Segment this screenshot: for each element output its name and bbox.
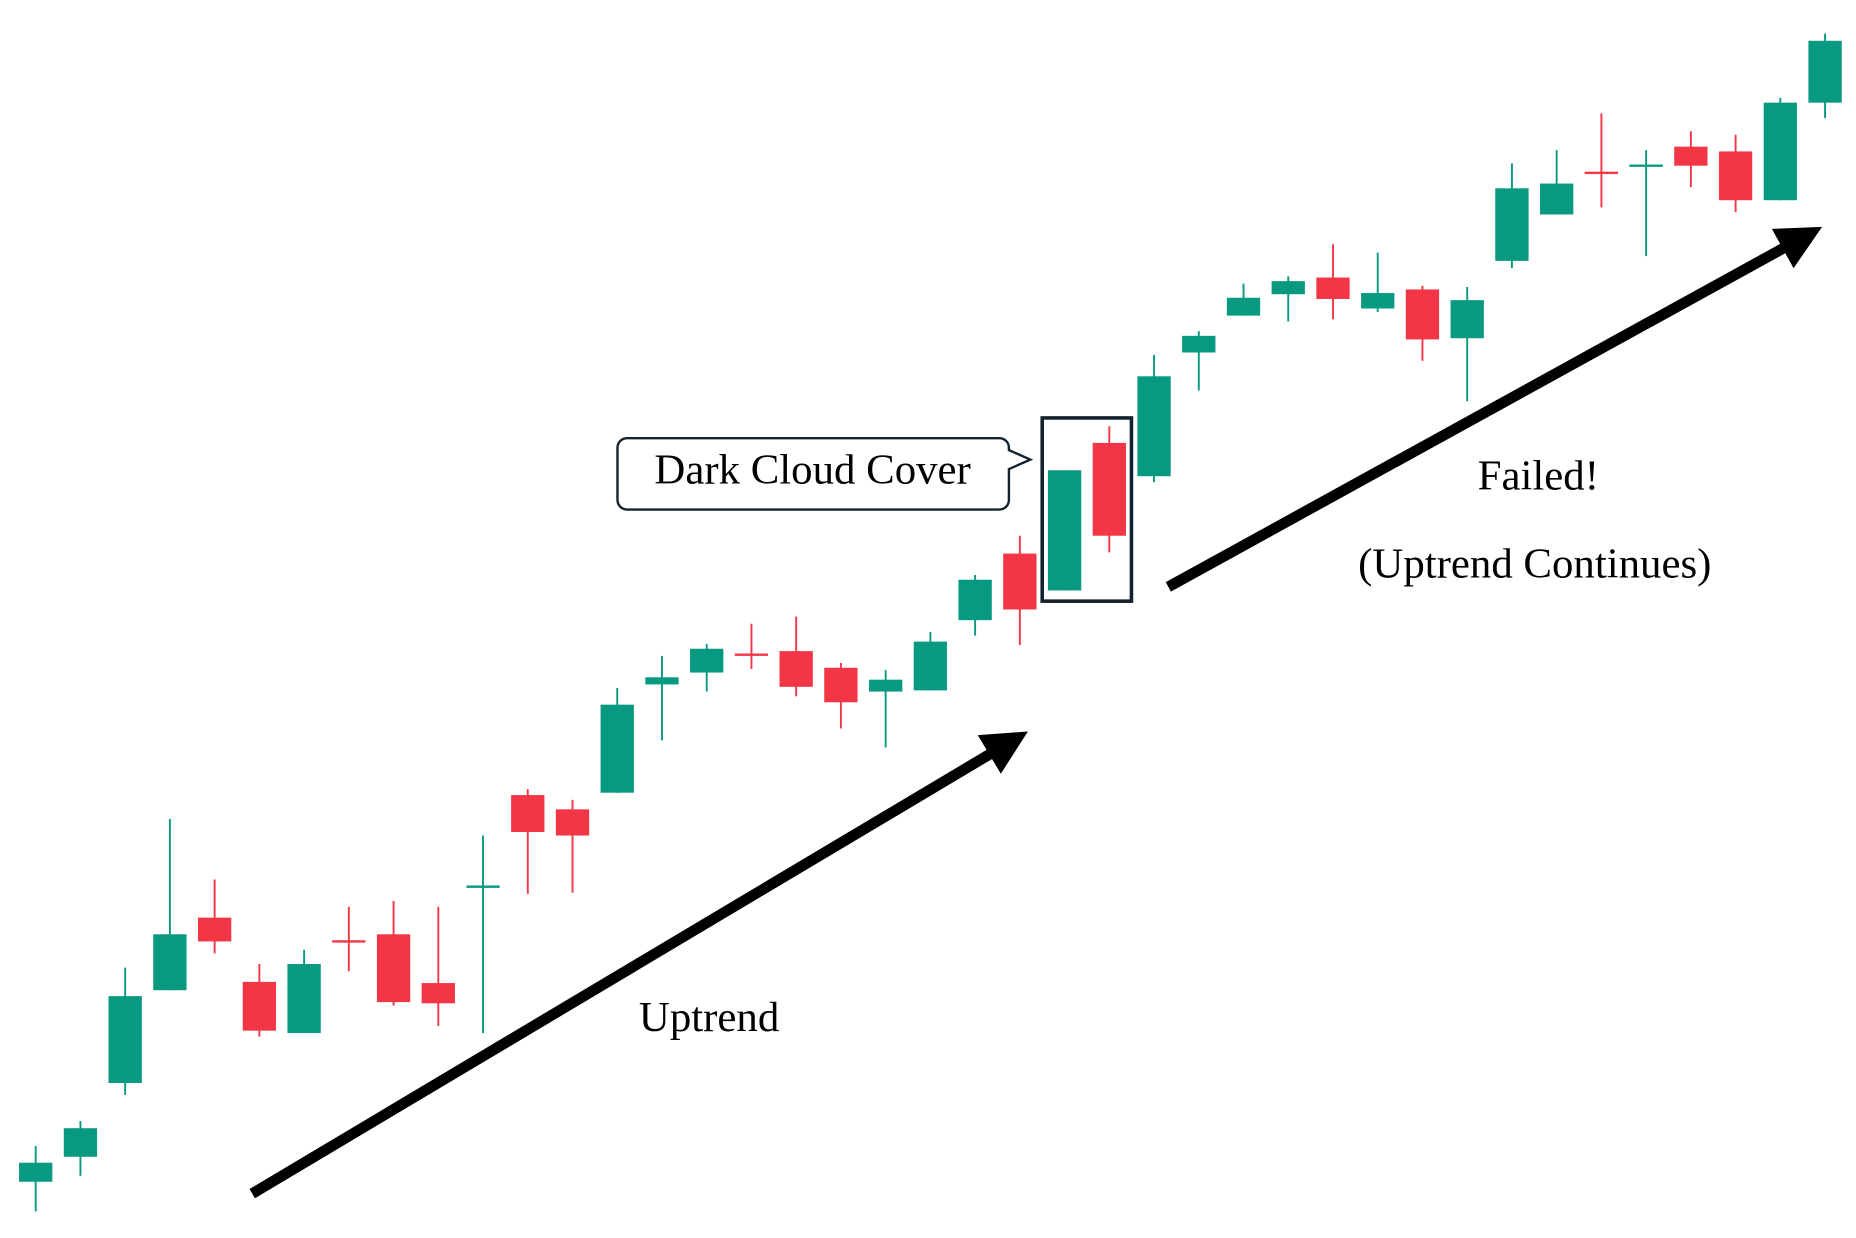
candle-body [332,940,366,943]
candle-body [1495,188,1529,261]
candle-body [1226,297,1261,316]
candle-body [19,1162,53,1182]
candle-body [1629,164,1663,167]
callout-box [616,436,1034,511]
candle-body [1182,335,1216,353]
trend-label: Uptrend [639,994,779,1041]
candle-body [1763,102,1797,201]
candle-body [108,996,142,1083]
trend-arrow [1165,226,1823,592]
candle-body [1405,289,1440,340]
candle-body [1674,146,1708,166]
candle-body [242,981,277,1031]
candle-body [734,653,769,656]
candle-body [1092,442,1126,536]
candle-body [197,917,232,942]
candle-body [779,651,813,687]
pattern-label: Dark Cloud Cover [654,447,970,494]
pattern-highlight [1040,416,1134,603]
candle-body [1316,277,1350,299]
trend-arrow [249,731,1028,1199]
candle-body [690,648,724,673]
candle-body [1003,553,1037,610]
candle-body [1047,470,1082,591]
candle-body [287,964,321,1034]
candle-body [466,885,500,888]
candle-body [153,934,187,991]
candle-body [958,579,992,621]
candle-body [600,704,634,793]
candle-body [645,677,679,685]
candle-body [1361,293,1395,309]
candle-body [555,809,590,836]
candle-body [824,667,858,703]
candles [19,33,1842,1212]
candle-body [1808,40,1842,103]
result-note: (Uptrend Continues) [1358,541,1711,588]
candle-body [1137,376,1171,477]
candle-body [421,983,455,1004]
result-label: Failed! [1478,453,1599,500]
candle-body [1718,151,1753,201]
candle-body [868,679,903,692]
candle-body [1450,300,1484,339]
candle-body [1540,183,1574,215]
candle-body [1271,281,1305,295]
candle-body [376,934,411,1003]
candle-body [1584,171,1619,175]
candle-body [913,641,948,691]
candle-body [511,795,545,832]
candle-body [63,1128,98,1157]
